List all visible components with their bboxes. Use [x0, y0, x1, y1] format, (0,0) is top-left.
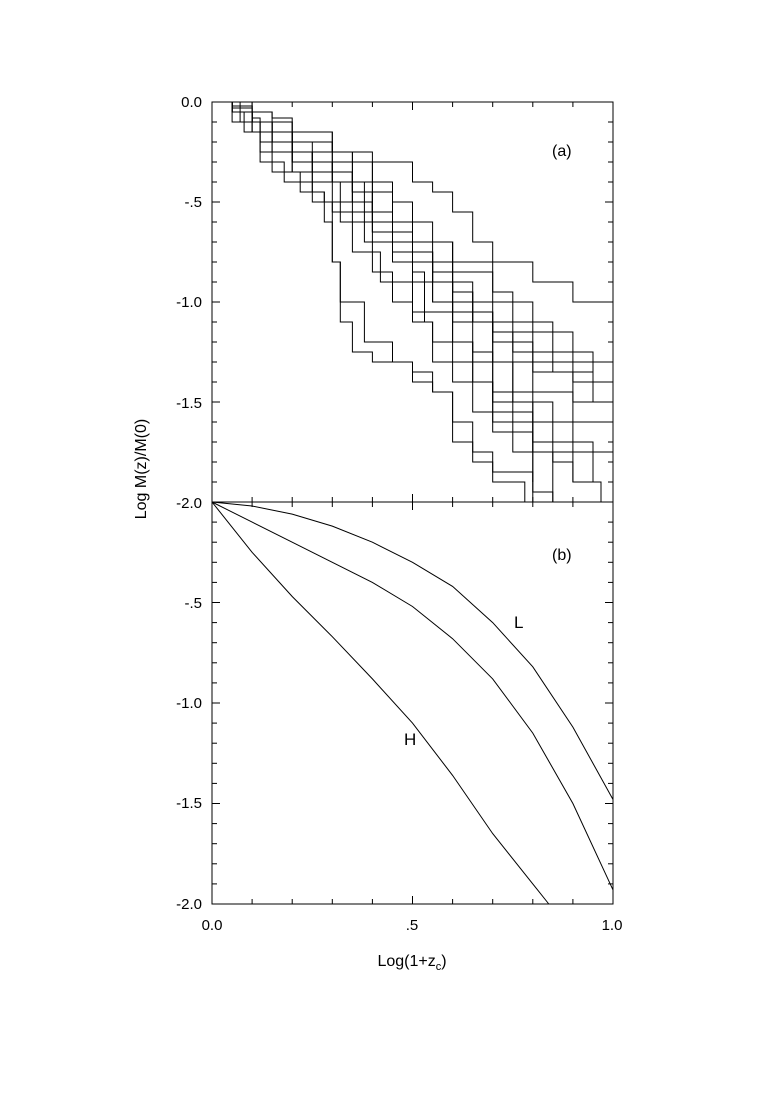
a-series-16	[212, 101, 594, 482]
panel-a-label: (a)	[552, 143, 572, 160]
b-series-1	[211, 501, 614, 800]
curve-label-l: L	[514, 613, 523, 632]
panel-b-label: (b)	[552, 547, 572, 564]
b-ytick-label: -1.0	[176, 695, 202, 712]
xtick-label: 0.0	[202, 917, 223, 934]
a-ytick-label: -2.0	[176, 495, 202, 512]
a-ytick-label: -1.5	[176, 395, 202, 412]
panel-b-ticks	[212, 502, 613, 904]
x-axis-label-subscript: c	[436, 961, 442, 973]
x-axis-label-main: Log(1+z	[377, 953, 435, 970]
panel-b: (b) L H -.5 -1.0 -1.5 -2.0 0.0 .5 1.0	[176, 501, 623, 934]
a-ytick-label: -.5	[184, 194, 202, 211]
y-axis-label: Log M(z)/M(0)	[133, 419, 150, 519]
xtick-label: 1.0	[602, 917, 623, 934]
panel-a: (a) 0.0 -.5 -1.0 -1.5 -2.0	[176, 94, 614, 512]
b-series-2	[211, 501, 614, 891]
xtick-label: .5	[406, 917, 419, 934]
b-ytick-label: -.5	[184, 595, 202, 612]
b-ytick-label: -1.5	[176, 795, 202, 812]
a-ytick-label: 0.0	[181, 94, 202, 111]
panel-a-curves	[212, 101, 614, 502]
b-series-3	[211, 501, 550, 905]
a-ytick-label: -1.0	[176, 294, 202, 311]
b-ytick-label: -2.0	[176, 896, 202, 913]
curve-label-h: H	[404, 730, 416, 749]
x-axis-label-close: )	[441, 953, 446, 970]
panel-b-curves	[211, 501, 614, 905]
a-series-14	[212, 101, 614, 382]
x-axis-label: Log(1+zc)	[377, 953, 446, 973]
